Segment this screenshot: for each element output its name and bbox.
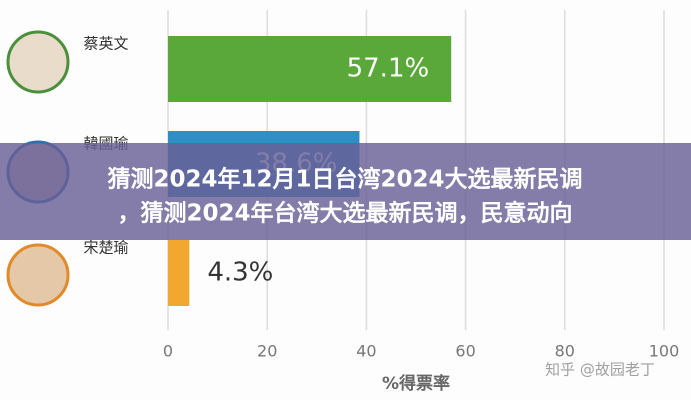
value-label: 57.1% [347, 54, 430, 84]
banner-background [0, 143, 691, 240]
category-label: 宋楚瑜 [83, 239, 128, 257]
value-label: 4.3% [207, 258, 273, 288]
bar [168, 36, 452, 102]
x-tick-label: 0 [163, 342, 173, 361]
watermark: 知乎 @故园老丁 [545, 361, 655, 379]
banner-line: ，猜测2024年台湾大选最新民调，民意动向 [117, 200, 572, 227]
bar [168, 240, 190, 306]
x-tick-label: 60 [455, 342, 475, 361]
category-label: 蔡英文 [83, 35, 128, 53]
x-axis-label: %得票率 [382, 373, 450, 394]
x-tick-label: 40 [356, 342, 376, 361]
x-tick-label: 80 [555, 342, 575, 361]
x-tick-label: 20 [257, 342, 277, 361]
avatar [6, 30, 70, 94]
banner-line: 猜测2024年12月1日台湾2024大选最新民调 [106, 166, 582, 193]
x-tick-label: 100 [649, 342, 680, 361]
avatar [6, 243, 70, 307]
